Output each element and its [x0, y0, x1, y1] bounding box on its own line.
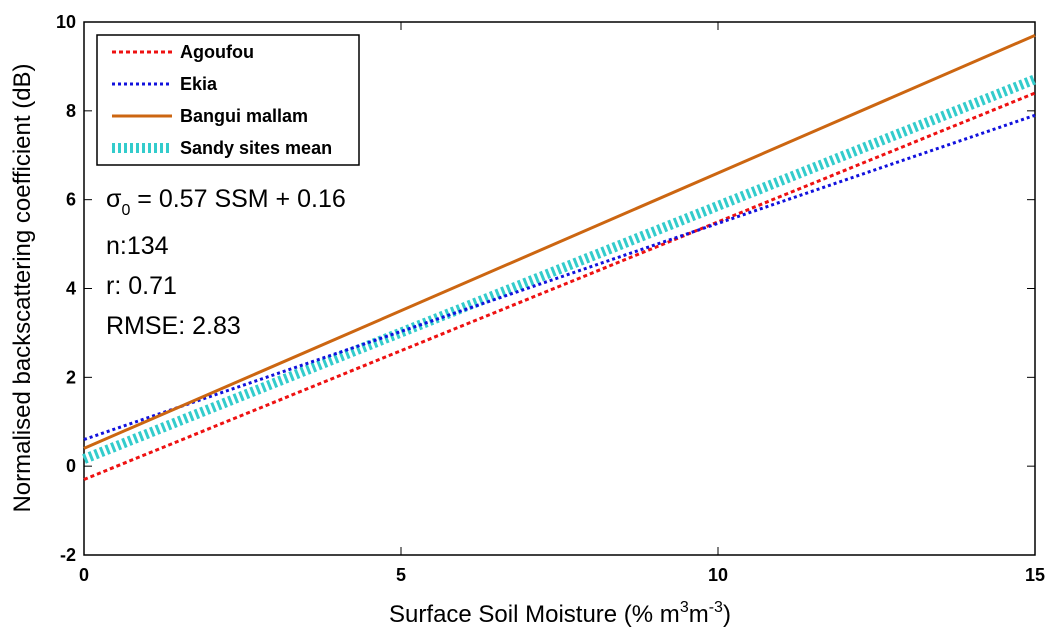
- y-tick-label: 10: [56, 12, 76, 32]
- annotation-part: σ: [106, 185, 122, 213]
- annotation-part: r: 0.71: [106, 272, 177, 300]
- annotation: σ0 = 0.57 SSM + 0.16: [106, 185, 346, 219]
- legend-label: Bangui mallam: [180, 106, 308, 126]
- y-axis-label: Normalised backscattering coefficient (d…: [9, 63, 36, 512]
- y-tick-label: 8: [66, 101, 76, 121]
- x-tick-label: 10: [708, 565, 728, 585]
- annotation-part: 0: [121, 202, 130, 219]
- y-tick-label: 6: [66, 190, 76, 210]
- legend-label: Ekia: [180, 74, 218, 94]
- y-tick-label: 0: [66, 456, 76, 476]
- annotation: RMSE: 2.83: [106, 312, 241, 340]
- x-tick-label: 0: [79, 565, 89, 585]
- x-tick-label: 5: [396, 565, 406, 585]
- series-line: [82, 74, 1037, 464]
- legend-label: Agoufou: [180, 42, 254, 62]
- legend: Agoufou Ekia Bangui mallam Sandy sites mean: [96, 34, 360, 166]
- x-tick-label: 15: [1025, 565, 1045, 585]
- legend-label: Sandy sites mean: [180, 138, 332, 158]
- series-line: [83, 91, 1036, 481]
- annotation-part: n:134: [106, 232, 169, 260]
- annotation: n:134: [106, 232, 169, 260]
- annotation-part: RMSE: 2.83: [106, 312, 241, 340]
- series-line: [83, 33, 1036, 450]
- x-axis-label: Surface Soil Moisture (% m3m-3): [389, 599, 731, 628]
- annotation: r: 0.71: [106, 272, 177, 300]
- annotation-part: = 0.57 SSM + 0.16: [130, 185, 345, 213]
- y-tick-label: -2: [60, 545, 76, 565]
- y-tick-label: 4: [66, 279, 76, 299]
- y-tick-label: 2: [66, 367, 76, 387]
- legend-box: [96, 34, 360, 166]
